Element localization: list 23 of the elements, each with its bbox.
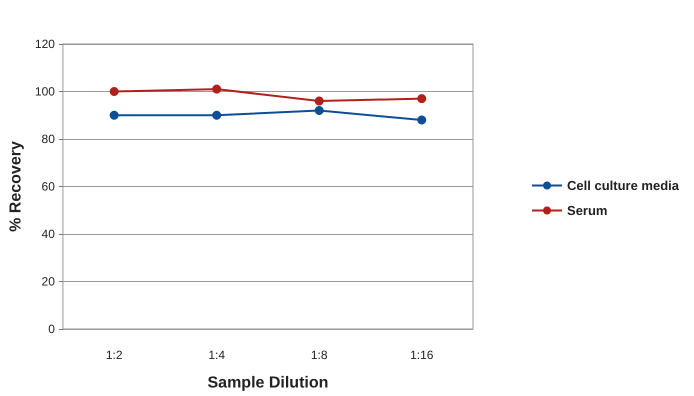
x-tick-label: 1:8 <box>310 348 328 362</box>
y-tick-label: 40 <box>42 227 56 241</box>
y-tick-label: 20 <box>42 274 56 288</box>
y-tick-label: 120 <box>34 37 56 51</box>
point <box>417 116 426 124</box>
legend-label: Cell culture media <box>567 178 680 193</box>
legend-label: Serum <box>567 203 608 218</box>
y-tick-label: 0 <box>48 322 56 336</box>
point <box>417 94 426 104</box>
point <box>314 106 324 115</box>
point <box>212 110 222 120</box>
y-tick-label: 100 <box>34 84 56 98</box>
x-axis-title: Sample Dilution <box>208 374 328 392</box>
point <box>110 110 119 120</box>
point <box>212 84 222 94</box>
point <box>314 96 324 106</box>
y-tick-label: 60 <box>42 180 56 194</box>
x-tick-label: 1:4 <box>208 348 226 362</box>
x-tick-label: 1:16 <box>410 348 434 362</box>
x-tick-label: 1:2 <box>106 348 123 362</box>
y-tick-label: 80 <box>42 132 56 146</box>
y-axis-title: % Recovery <box>8 141 24 232</box>
point <box>110 87 119 96</box>
